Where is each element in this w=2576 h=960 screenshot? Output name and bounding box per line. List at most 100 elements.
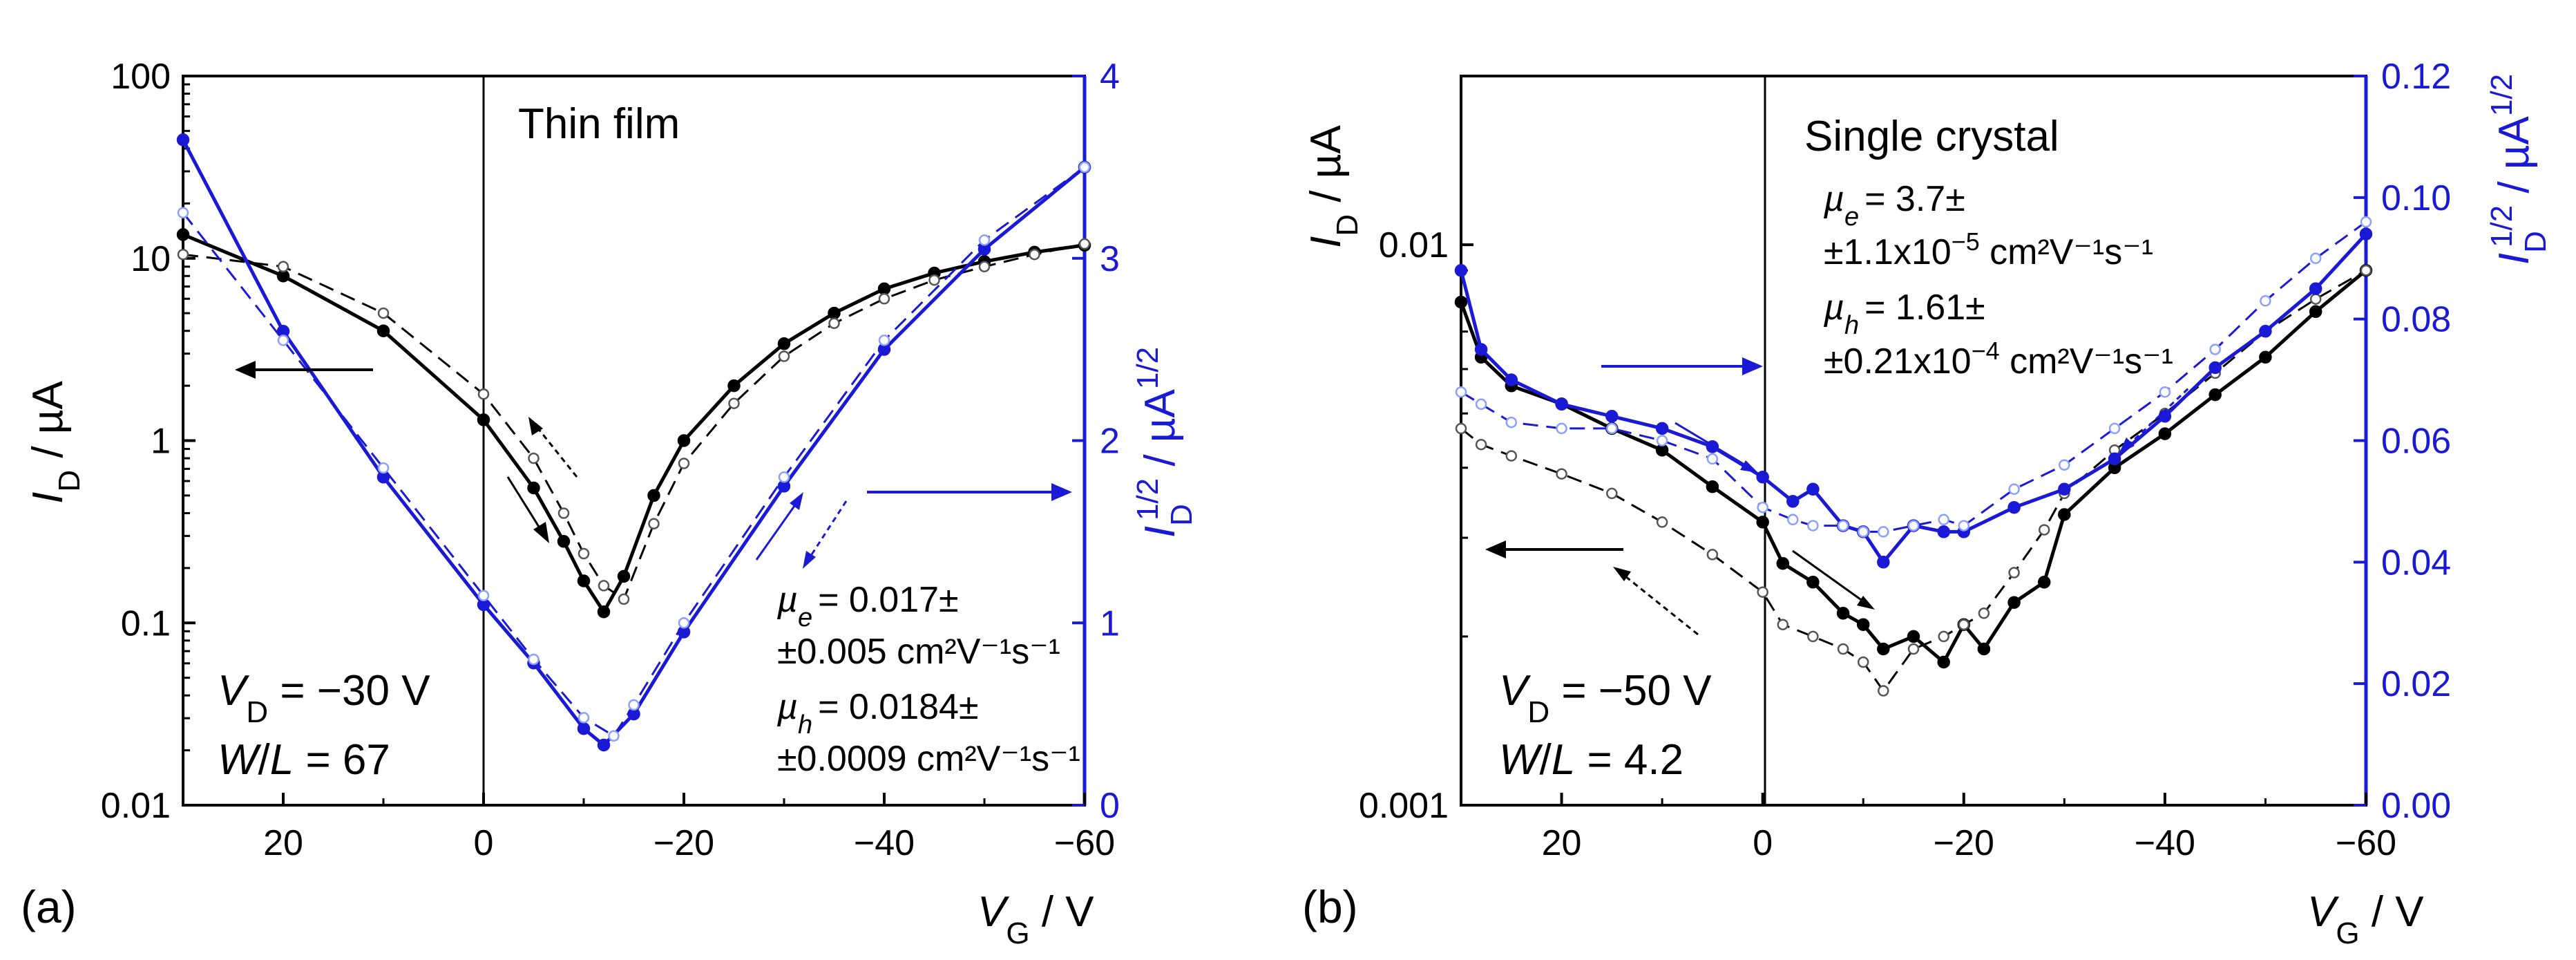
x-tick-label: −20 (653, 823, 714, 863)
data-point (177, 207, 189, 219)
x-tick-label: −40 (2135, 823, 2195, 863)
data-point (878, 293, 890, 305)
data-point (1757, 586, 1768, 598)
y-right-tick-label: 0.02 (2381, 664, 2451, 704)
data-point (2209, 343, 2221, 355)
ticks-a: 20 0 −20 −40 −60 0.01 0.1 1 10 100 0 1 2 3 4 (101, 57, 1120, 863)
panel-a: 20 0 −20 −40 −60 0.01 0.1 1 10 100 0 1 2 3 4 Thin film… (21, 57, 1199, 950)
data-point (777, 337, 791, 350)
data-point (1455, 386, 1467, 398)
data-point (1978, 608, 1990, 619)
blue-sweep-arrowhead-down-b (1740, 460, 1758, 473)
y-right-tick-label: 0 (1100, 786, 1120, 826)
data-point (2058, 482, 2071, 496)
x-axis-label-a: VG / V (977, 888, 1094, 950)
data-point (1836, 607, 1850, 620)
data-point (1706, 480, 1719, 493)
data-point (1806, 482, 1820, 496)
data-point (1877, 642, 1890, 656)
data-point (1878, 685, 1889, 697)
sweep-arrowhead-up-a (528, 417, 543, 435)
data-point (597, 605, 611, 619)
y-axis-label-left-b: ID / µA (1302, 124, 1364, 247)
data-point (1656, 435, 1668, 446)
data-point (1907, 630, 1920, 643)
y-right-tick-label: 4 (1100, 57, 1120, 97)
arrows-a (235, 361, 1072, 569)
data-point (2158, 427, 2172, 440)
data-point (2108, 422, 2121, 435)
data-point (778, 350, 790, 362)
data-point (2059, 459, 2070, 471)
y-left-tick-label: 0.001 (1359, 786, 1449, 826)
data-point (1556, 422, 1567, 435)
x-tick-label: −60 (1054, 823, 1115, 863)
data-point (1777, 619, 1789, 630)
data-point (1606, 422, 1618, 435)
data-point (1029, 248, 1040, 261)
data-point (1505, 416, 1518, 429)
y-left-tick-label: 1 (151, 422, 171, 462)
data-point (1938, 514, 1949, 526)
ticks-b: 20 0 −20 −40 −60 0.001 0.01 0.00 0.02 0.04 0.06 0.0… (1359, 57, 2451, 863)
y-left-tick-label: 0.01 (1379, 225, 1449, 265)
data-point (1474, 343, 1488, 356)
data-point (677, 434, 691, 447)
y-right-tick-label: 3 (1100, 239, 1120, 279)
sweep-arrowhead-down-a (533, 522, 549, 543)
data-point (176, 133, 190, 147)
data-point (978, 234, 991, 246)
blue-sweep-arrowhead-up-a (790, 492, 803, 510)
left-axis-arrowhead-b (1485, 540, 1506, 558)
data-point (1857, 656, 1869, 668)
mu-e-error-a: ±0.005 cm²V⁻¹s⁻¹ (777, 632, 1060, 672)
data-point (1475, 398, 1487, 411)
data-point (557, 507, 570, 519)
data-point (1556, 468, 1567, 480)
x-tick-label: −40 (854, 823, 915, 863)
data-point (608, 730, 620, 742)
data-point (176, 228, 190, 241)
data-point (1454, 264, 1468, 277)
wl-annotation-b: W/L = 4.2 (1499, 736, 1683, 784)
panel-label-a: (a) (21, 881, 77, 932)
series-a (176, 133, 1091, 752)
y-right-tick-label: 0.10 (2381, 178, 2451, 218)
data-point (1706, 453, 1719, 465)
data-point (277, 335, 289, 346)
data-point (2158, 410, 2172, 423)
data-point (2007, 596, 2021, 609)
y-axis-label-right-b: ID1/2 / µA1/2 (2485, 74, 2553, 265)
blue-sweep-arrow-down-a (807, 500, 848, 561)
data-point (1757, 501, 1768, 514)
panel-b: 20 0 −20 −40 −60 0.001 0.01 0.00 0.02 0.04 0.06 0.0… (1302, 57, 2553, 950)
sweep-arrowhead-up-b (1613, 567, 1631, 581)
y-right-tick-label: 0.08 (2381, 300, 2451, 340)
data-point (877, 282, 891, 296)
x-tick-label: 20 (263, 823, 303, 863)
data-point (1938, 630, 1949, 643)
data-point (2309, 293, 2322, 305)
data-point (578, 547, 590, 560)
right-axis-arrowhead-b (1742, 357, 1763, 375)
data-point (1958, 619, 1970, 630)
sweep-arrowhead-down-b (1857, 596, 1875, 610)
data-point (678, 617, 690, 629)
data-point (828, 306, 841, 320)
data-point (727, 379, 741, 393)
data-point (1606, 487, 1618, 500)
series-line-id-forward (1459, 269, 2367, 665)
vd-annotation-a: VD = −30 V (218, 667, 430, 729)
data-point (376, 324, 390, 337)
data-point (177, 248, 189, 261)
wl-annotation-a: W/L = 67 (218, 736, 390, 784)
data-point (1505, 373, 1518, 386)
data-point (557, 535, 571, 548)
blue-sweep-arrowhead-down-a (803, 551, 816, 569)
data-point (1656, 516, 1668, 528)
data-point (277, 261, 289, 273)
x-tick-label: −20 (1934, 823, 1994, 863)
data-point (1907, 520, 1920, 531)
data-point (978, 261, 991, 273)
mu-e-error-b: ±1.1x10−5 cm²V⁻¹s⁻¹ (1824, 227, 2153, 273)
